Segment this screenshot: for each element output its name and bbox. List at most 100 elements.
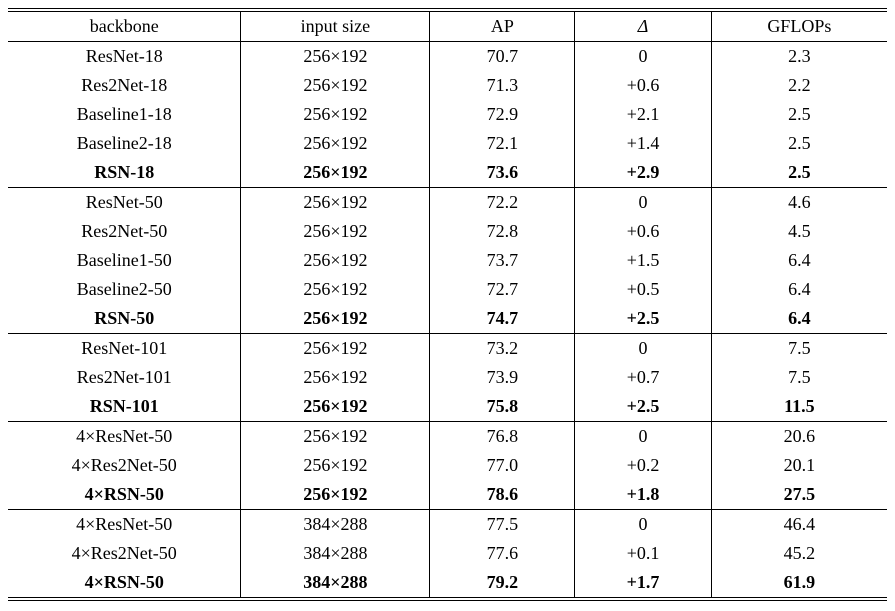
cell-input-size: 384×288 bbox=[240, 509, 430, 539]
cell-input-size: 256×192 bbox=[240, 392, 430, 422]
col-header-gflops: GFLOPs bbox=[710, 10, 887, 42]
cell-delta: +2.9 bbox=[574, 158, 712, 188]
table-row: 4×Res2Net-50 384×288 77.6 +0.1 45.2 bbox=[8, 539, 887, 568]
cell-gflops: 45.2 bbox=[710, 539, 887, 568]
cell-ap: 77.6 bbox=[429, 539, 575, 568]
cell-delta: +0.6 bbox=[574, 217, 712, 246]
cell-input-size: 384×288 bbox=[240, 539, 430, 568]
cell-delta: +0.5 bbox=[574, 275, 712, 304]
cell-input-size: 256×192 bbox=[240, 363, 430, 392]
table-row: Baseline1-50 256×192 73.7 +1.5 6.4 bbox=[8, 246, 887, 275]
cell-backbone: 4×ResNet-50 bbox=[76, 426, 173, 446]
cell-gflops: 46.4 bbox=[710, 509, 887, 539]
table-row: RSN-101 256×192 75.8 +2.5 11.5 bbox=[8, 392, 887, 422]
table-row: Baseline1-18 256×192 72.9 +2.1 2.5 bbox=[8, 100, 887, 129]
cell-gflops: 7.5 bbox=[710, 363, 887, 392]
cell-gflops: 27.5 bbox=[710, 480, 887, 510]
table-row: ResNet-101 256×192 73.2 0 7.5 bbox=[8, 333, 887, 363]
cell-ap: 73.6 bbox=[429, 158, 575, 188]
cell-ap: 77.5 bbox=[429, 509, 575, 539]
cell-input-size: 256×192 bbox=[240, 100, 430, 129]
table-row: 4×RSN-50 384×288 79.2 +1.7 61.9 bbox=[8, 568, 887, 599]
cell-gflops: 6.4 bbox=[710, 275, 887, 304]
cell-delta: 0 bbox=[574, 187, 712, 217]
cell-backbone: 4×Res2Net-50 bbox=[71, 455, 177, 475]
table-row: RSN-50 256×192 74.7 +2.5 6.4 bbox=[8, 304, 887, 334]
cell-input-size: 256×192 bbox=[240, 217, 430, 246]
cell-input-size: 256×192 bbox=[240, 158, 430, 188]
cell-ap: 78.6 bbox=[429, 480, 575, 510]
cell-gflops: 2.5 bbox=[710, 100, 887, 129]
cell-ap: 72.9 bbox=[429, 100, 575, 129]
cell-delta: 0 bbox=[574, 421, 712, 451]
cell-backbone: RSN-18 bbox=[94, 162, 155, 182]
cell-ap: 71.3 bbox=[429, 71, 575, 100]
table-row: 4×RSN-50 256×192 78.6 +1.8 27.5 bbox=[8, 480, 887, 510]
cell-input-size: 256×192 bbox=[240, 333, 430, 363]
cell-delta: 0 bbox=[574, 333, 712, 363]
cell-ap: 72.7 bbox=[429, 275, 575, 304]
cell-ap: 74.7 bbox=[429, 304, 575, 334]
cell-backbone: 4×Res2Net-50 bbox=[71, 543, 177, 563]
cell-ap: 79.2 bbox=[429, 568, 575, 599]
cell-gflops: 2.2 bbox=[710, 71, 887, 100]
cell-delta: +0.6 bbox=[574, 71, 712, 100]
cell-backbone: ResNet-18 bbox=[85, 46, 163, 66]
cell-ap: 70.7 bbox=[429, 41, 575, 71]
cell-backbone: Baseline2-18 bbox=[76, 133, 172, 153]
table-row: 4×ResNet-50 256×192 76.8 0 20.6 bbox=[8, 421, 887, 451]
cell-delta: +2.5 bbox=[574, 304, 712, 334]
cell-input-size: 256×192 bbox=[240, 71, 430, 100]
cell-ap: 72.1 bbox=[429, 129, 575, 158]
table-row: Res2Net-101 256×192 73.9 +0.7 7.5 bbox=[8, 363, 887, 392]
cell-gflops: 2.5 bbox=[710, 129, 887, 158]
cell-ap: 72.8 bbox=[429, 217, 575, 246]
table-row: RSN-18 256×192 73.6 +2.9 2.5 bbox=[8, 158, 887, 188]
cell-backbone: ResNet-101 bbox=[81, 338, 168, 358]
cell-backbone: Res2Net-18 bbox=[81, 75, 168, 95]
cell-ap: 73.7 bbox=[429, 246, 575, 275]
table-row: ResNet-18 256×192 70.7 0 2.3 bbox=[8, 41, 887, 71]
cell-ap: 76.8 bbox=[429, 421, 575, 451]
cell-input-size: 256×192 bbox=[240, 41, 430, 71]
cell-gflops: 6.4 bbox=[710, 246, 887, 275]
cell-input-size: 256×192 bbox=[240, 129, 430, 158]
cell-delta: +1.4 bbox=[574, 129, 712, 158]
cell-gflops: 20.6 bbox=[710, 421, 887, 451]
cell-gflops: 20.1 bbox=[710, 451, 887, 480]
table-row: 4×ResNet-50 384×288 77.5 0 46.4 bbox=[8, 509, 887, 539]
header-row: backbone input size AP Δ GFLOPs bbox=[8, 10, 887, 42]
cell-delta: 0 bbox=[574, 41, 712, 71]
cell-backbone: Res2Net-50 bbox=[81, 221, 168, 241]
cell-input-size: 256×192 bbox=[240, 246, 430, 275]
cell-gflops: 2.3 bbox=[710, 41, 887, 71]
results-table: backbone input size AP Δ GFLOPs ResNet-1… bbox=[8, 8, 887, 601]
cell-backbone: RSN-50 bbox=[94, 308, 155, 328]
cell-backbone: 4×ResNet-50 bbox=[76, 514, 173, 534]
cell-gflops: 4.5 bbox=[710, 217, 887, 246]
table-row: 4×Res2Net-50 256×192 77.0 +0.2 20.1 bbox=[8, 451, 887, 480]
table-row: Res2Net-18 256×192 71.3 +0.6 2.2 bbox=[8, 71, 887, 100]
cell-ap: 75.8 bbox=[429, 392, 575, 422]
cell-delta: 0 bbox=[574, 509, 712, 539]
cell-input-size: 256×192 bbox=[240, 451, 430, 480]
cell-gflops: 61.9 bbox=[710, 568, 887, 599]
col-header-input-size: input size bbox=[240, 10, 430, 42]
cell-delta: +0.7 bbox=[574, 363, 712, 392]
cell-delta: +2.5 bbox=[574, 392, 712, 422]
cell-delta: +0.1 bbox=[574, 539, 712, 568]
cell-delta: +1.7 bbox=[574, 568, 712, 599]
col-header-backbone: backbone bbox=[89, 16, 159, 36]
cell-delta: +1.8 bbox=[574, 480, 712, 510]
cell-ap: 73.9 bbox=[429, 363, 575, 392]
table-row: Baseline2-50 256×192 72.7 +0.5 6.4 bbox=[8, 275, 887, 304]
cell-gflops: 4.6 bbox=[710, 187, 887, 217]
cell-gflops: 11.5 bbox=[710, 392, 887, 422]
cell-backbone: Baseline1-50 bbox=[76, 250, 172, 270]
cell-backbone: Res2Net-101 bbox=[76, 367, 172, 387]
cell-gflops: 7.5 bbox=[710, 333, 887, 363]
cell-ap: 72.2 bbox=[429, 187, 575, 217]
cell-input-size: 256×192 bbox=[240, 480, 430, 510]
cell-backbone: 4×RSN-50 bbox=[84, 484, 164, 504]
cell-delta: +1.5 bbox=[574, 246, 712, 275]
